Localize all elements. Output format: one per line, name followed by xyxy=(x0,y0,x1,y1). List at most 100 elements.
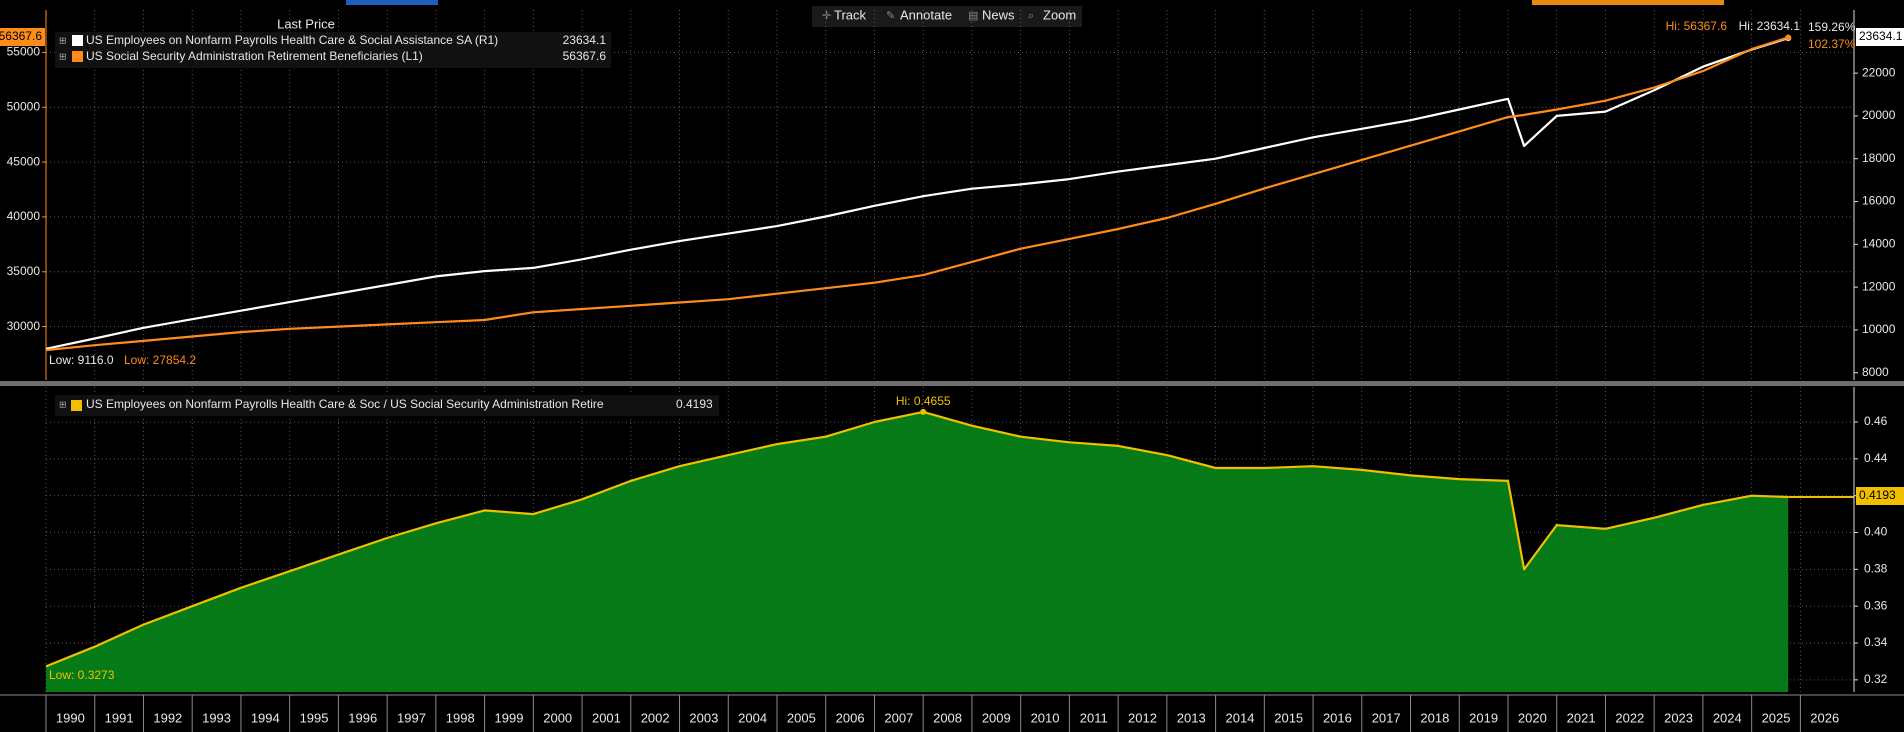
x-tick-label: 2015 xyxy=(1274,710,1303,725)
x-tick-label: 2023 xyxy=(1664,710,1693,725)
x-tick-label: 2021 xyxy=(1567,710,1596,725)
low-label: Low: 0.3273 xyxy=(49,668,115,682)
change-label: 102.37% xyxy=(1808,37,1856,51)
legend-bg xyxy=(55,32,611,68)
y-tick-label: 0.32 xyxy=(1864,672,1888,686)
y2-tick-label: 8000 xyxy=(1862,365,1889,379)
x-tick-label: 2010 xyxy=(1031,710,1060,725)
series-line xyxy=(45,410,1789,668)
change-label: 159.26% xyxy=(1808,20,1856,34)
x-tick-label: 2016 xyxy=(1323,710,1352,725)
legend-value: 23634.1 xyxy=(563,33,607,47)
legend-swatch xyxy=(72,35,83,46)
x-tick-label: 2020 xyxy=(1518,710,1547,725)
icon: ✎ xyxy=(886,10,895,22)
last-value: 56367.6 xyxy=(0,29,42,43)
toolbar-annotate[interactable]: Annotate xyxy=(900,7,952,22)
icon: ⌕ xyxy=(1028,10,1034,22)
legend-value: 0.4193 xyxy=(676,397,713,411)
low-label: Low: 9116.0 xyxy=(49,353,114,367)
y-tick-label: 0.40 xyxy=(1864,525,1888,539)
x-tick-label: 2019 xyxy=(1469,710,1498,725)
x-tick-label: 1991 xyxy=(105,710,134,725)
x-tick-label: 2011 xyxy=(1080,710,1108,725)
x-tick-label: 1990 xyxy=(56,710,85,725)
y2-tick-label: 10000 xyxy=(1862,322,1896,336)
y2-tick-label: 18000 xyxy=(1862,151,1896,165)
icon: ✛ xyxy=(822,10,831,22)
expand[interactable]: ⊞ xyxy=(59,35,67,45)
hi-label: Hi: 23634.1 xyxy=(1739,19,1801,33)
x-tick-label: 2022 xyxy=(1615,710,1644,725)
toolbar-bg xyxy=(812,6,1082,27)
legend-label: US Employees on Nonfarm Payrolls Health … xyxy=(86,397,604,411)
legend-bg xyxy=(55,395,719,416)
legend: Last Price ⊞ ⊞ US Employees on Nonfarm P… xyxy=(55,16,611,68)
x-tick-label: 1997 xyxy=(397,710,426,725)
legend-label: US Social Security Administration Retire… xyxy=(86,49,423,63)
x-tick-label: 2018 xyxy=(1420,710,1449,725)
x-tick-label: 2008 xyxy=(933,710,962,725)
hi-point xyxy=(920,408,927,415)
y-tick-label: 50000 xyxy=(7,99,41,113)
toolbar-zoom[interactable]: Zoom xyxy=(1043,7,1076,22)
expand[interactable]: ⊞ xyxy=(59,51,67,61)
y2-tick-label: 12000 xyxy=(1862,279,1896,293)
last-value-box xyxy=(1856,28,1904,46)
x-tick-label: 2013 xyxy=(1177,710,1206,725)
y-tick-label: 30000 xyxy=(7,319,41,333)
y2-tick-label: 16000 xyxy=(1862,194,1896,208)
x-tick-label: 2017 xyxy=(1372,710,1401,725)
x-tick-label: 2007 xyxy=(884,710,913,725)
panel-divider xyxy=(0,381,1904,386)
x-tick-label: 2014 xyxy=(1226,710,1255,725)
area xyxy=(46,411,1789,692)
x-tick-label: 2005 xyxy=(787,710,816,725)
toolbar: Track Annotate News Zoom ✛ ✎ ▤ ⌕ xyxy=(812,6,1082,27)
toolbar-news[interactable]: News xyxy=(982,7,1015,22)
field[interactable] xyxy=(1532,0,1724,5)
x-tick-label: 2002 xyxy=(641,710,670,725)
expand[interactable]: ⊞ xyxy=(59,399,67,409)
x-tick-label: 2024 xyxy=(1713,710,1742,725)
toolbar-track[interactable]: Track xyxy=(834,7,867,22)
x-tick-label: 2001 xyxy=(592,710,621,725)
x-tick-label: 1992 xyxy=(153,710,182,725)
x-tick-label: 2006 xyxy=(836,710,865,725)
y2-tick-label: 22000 xyxy=(1862,65,1896,79)
legend-swatch xyxy=(71,400,82,411)
y2-tick-label: 14000 xyxy=(1862,236,1896,250)
x-tick-label: 1998 xyxy=(446,710,475,725)
icon: ▤ xyxy=(968,10,978,22)
y-tick-label: 35000 xyxy=(7,264,41,278)
x-tick-label: 2025 xyxy=(1762,710,1791,725)
x-tick-label: 2003 xyxy=(689,710,718,725)
y-tick-label: 0.46 xyxy=(1864,414,1888,428)
x-tick-label: 2000 xyxy=(543,710,572,725)
y-tick-label: 40000 xyxy=(7,209,41,223)
x-tick-label: 2026 xyxy=(1810,710,1839,725)
legend-label: US Employees on Nonfarm Payrolls Health … xyxy=(86,33,498,47)
tab[interactable] xyxy=(346,0,438,5)
hi-label: Hi: 56367.6 xyxy=(1666,19,1728,33)
series-line xyxy=(45,37,1789,350)
low-label: Low: 27854.2 xyxy=(124,353,196,367)
x-tick-label: 2004 xyxy=(738,710,767,725)
legend-swatch xyxy=(72,51,83,62)
x-tick-label: 2012 xyxy=(1128,710,1157,725)
last-point xyxy=(1785,34,1792,41)
x-tick-label: 1996 xyxy=(348,710,377,725)
x-tick-label: 1995 xyxy=(300,710,329,725)
y-tick-label: 45000 xyxy=(7,154,41,168)
x-tick-label: 2009 xyxy=(982,710,1011,725)
x-tick-label: 1993 xyxy=(202,710,231,725)
series-line xyxy=(45,36,1789,352)
legend: ⊞ US Employees on Nonfarm Payrolls Healt… xyxy=(55,395,719,416)
last-value: 23634.1 xyxy=(1859,29,1903,43)
hi-label: Hi: 0.4655 xyxy=(896,394,951,408)
y-tick-label: 0.36 xyxy=(1864,598,1888,612)
y-tick-label: 55000 xyxy=(7,45,41,59)
legend-value: 56367.6 xyxy=(563,49,607,63)
x-tick-label: 1999 xyxy=(495,710,524,725)
